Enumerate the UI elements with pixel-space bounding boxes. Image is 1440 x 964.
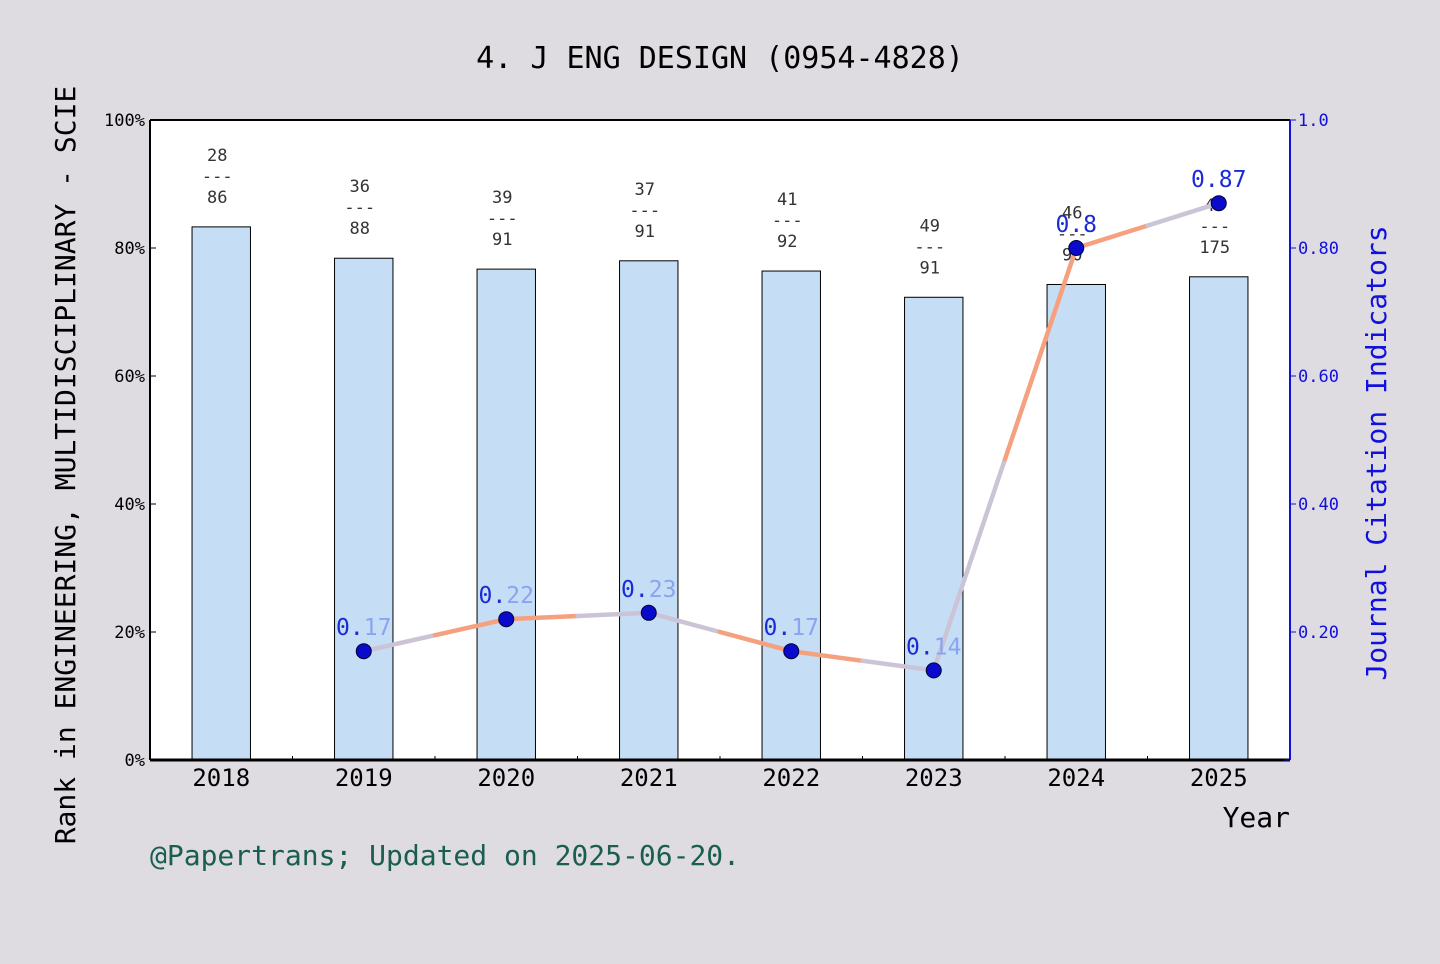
series-marker [355, 643, 372, 660]
series-value-label: 0.14 [906, 634, 961, 660]
bar-total-label: 88 [350, 219, 370, 239]
series-value-label: 0.22 [479, 583, 534, 609]
x-tick-label: 2022 [762, 764, 820, 792]
series-marker [783, 643, 800, 660]
bar-separator-label: --- [629, 201, 660, 221]
series-value-label: 0.17 [764, 615, 819, 641]
x-axis-label: Year [1223, 801, 1290, 834]
y2-tick-label: 1.0 [1298, 111, 1329, 131]
series-line-segment [860, 658, 936, 673]
bar-separator-label: --- [344, 198, 375, 218]
bar-rank-label: 39 [492, 188, 512, 208]
series-value-label: 0.23 [621, 577, 676, 603]
series-value-label: 0.17 [336, 615, 391, 641]
bar-separator-label: --- [487, 209, 518, 229]
bar [476, 268, 536, 761]
y2-axis-label: Journal Citation Indicators [1360, 225, 1393, 680]
footer-note: @Papertrans; Updated on 2025-06-20. [150, 839, 740, 872]
series-marker [1068, 240, 1085, 256]
bar-rank-label: 28 [207, 146, 227, 166]
series-marker [925, 662, 942, 679]
bar-separator-label: --- [202, 167, 233, 187]
y2-tick-label: 0.80 [1298, 239, 1339, 259]
series-line-segment [1074, 223, 1150, 251]
x-tick-label: 2019 [335, 764, 393, 792]
bar-separator-label: --- [772, 211, 803, 231]
bar-total-label: 91 [635, 222, 655, 242]
bar-rank-label: 41 [777, 190, 797, 210]
x-tick-label: 2025 [1190, 764, 1248, 792]
bar [1046, 283, 1106, 761]
bar-rank-label: 49 [920, 216, 940, 236]
y-axis-label: Rank in ENGINEERING, MULTIDISCIPLINARY -… [49, 86, 82, 845]
series-line-segment [931, 456, 1008, 673]
bar [904, 296, 964, 761]
series-line-segment [789, 648, 865, 664]
series-line-segment [361, 632, 438, 654]
x-tick-label: 2020 [477, 764, 535, 792]
series-marker [640, 604, 657, 621]
chart-title: 4. J ENG DESIGN (0954-4828) [476, 41, 964, 76]
x-tick-label: 2021 [620, 764, 678, 792]
y2-tick-label: 0.40 [1298, 495, 1339, 515]
bar [334, 257, 394, 761]
y2-tick-label: 0.20 [1298, 623, 1339, 643]
x-tick-label: 2018 [192, 764, 250, 792]
series-line-segment [1002, 245, 1079, 462]
series-value-label: 0.87 [1191, 167, 1246, 193]
bar-total-label: 92 [777, 232, 797, 252]
bar [1189, 276, 1249, 761]
x-tick-label: 2024 [1047, 764, 1105, 792]
bar-rank-label: 36 [350, 177, 370, 197]
bar-rank-label: 46 [1062, 203, 1082, 223]
series-line-segment [432, 616, 509, 638]
y-tick-label: 100% [104, 111, 145, 131]
bar [191, 226, 251, 761]
y2-tick-label: 0.60 [1298, 367, 1339, 387]
bar-separator-label: --- [1199, 217, 1230, 237]
series-line-segment [646, 610, 723, 635]
bar [761, 270, 821, 761]
series-marker [1210, 195, 1227, 212]
plot-area [150, 120, 1290, 760]
series-line-segment [1145, 200, 1221, 228]
bar-separator-label: --- [1057, 224, 1088, 244]
y-tick-label: 20% [114, 623, 145, 643]
series-line-segment [717, 629, 794, 654]
bar-total-label: 86 [207, 188, 227, 208]
bar-separator-label: --- [914, 237, 945, 257]
series-line-segment [575, 610, 651, 619]
y-tick-label: 0% [125, 751, 145, 771]
y-tick-label: 60% [114, 367, 145, 387]
x-tick-label: 2023 [905, 764, 963, 792]
series-marker [498, 611, 515, 628]
series-line-segment [504, 613, 580, 622]
bar-total-label: 91 [920, 258, 940, 278]
bar-rank-label: 37 [635, 180, 655, 200]
y-tick-label: 80% [114, 239, 145, 259]
y-tick-label: 40% [114, 495, 145, 515]
series-value-label: 0.8 [1055, 212, 1097, 238]
bar [619, 260, 679, 761]
bar-total-label: 91 [492, 230, 512, 250]
bar-total-label: 175 [1199, 238, 1230, 258]
